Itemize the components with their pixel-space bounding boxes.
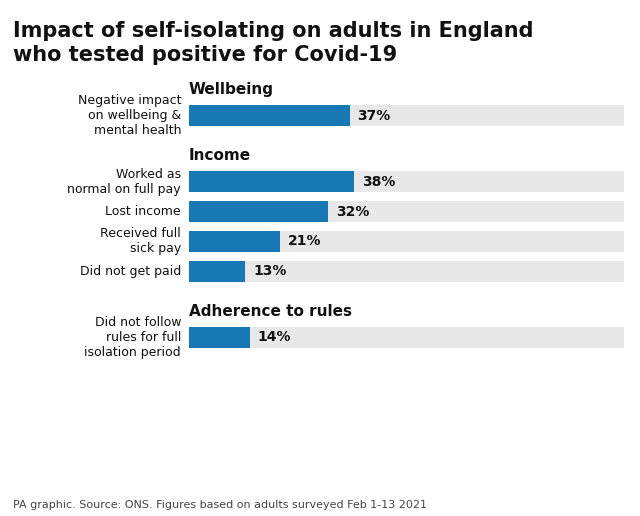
Text: Negative impact
on wellbeing &
mental health: Negative impact on wellbeing & mental he… [77, 94, 181, 137]
Text: Did not get paid: Did not get paid [80, 265, 181, 278]
Text: Did not follow
rules for full
isolation period: Did not follow rules for full isolation … [84, 316, 181, 359]
Text: Worked as
normal on full pay: Worked as normal on full pay [67, 168, 181, 196]
Text: 21%: 21% [288, 234, 321, 249]
Text: 14%: 14% [257, 330, 291, 345]
Text: Lost income: Lost income [106, 205, 181, 218]
Text: Received full
sick pay: Received full sick pay [100, 228, 181, 255]
Text: Adherence to rules: Adherence to rules [189, 303, 352, 319]
Text: 13%: 13% [253, 264, 287, 279]
Text: 37%: 37% [358, 108, 391, 123]
Text: Income: Income [189, 148, 251, 163]
Text: Impact of self-isolating on adults in England
who tested positive for Covid-19: Impact of self-isolating on adults in En… [13, 21, 533, 64]
Text: 38%: 38% [362, 174, 396, 189]
Text: PA graphic. Source: ONS. Figures based on adults surveyed Feb 1-13 2021: PA graphic. Source: ONS. Figures based o… [13, 500, 427, 510]
Text: 32%: 32% [336, 204, 369, 219]
Text: Wellbeing: Wellbeing [189, 82, 274, 97]
